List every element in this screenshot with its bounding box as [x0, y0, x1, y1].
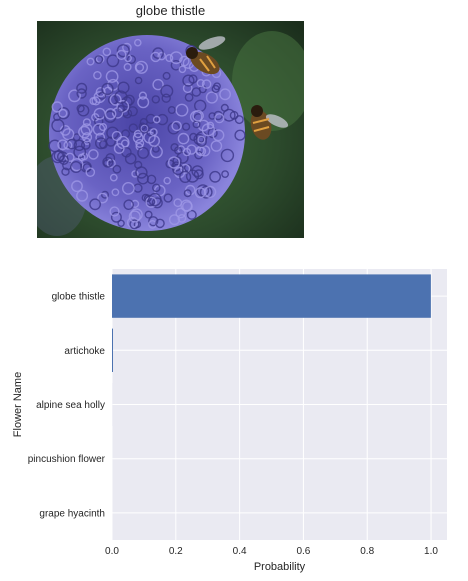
y-tick-label: artichoke	[64, 346, 105, 357]
y-tick-label: pincushion flower	[28, 454, 106, 465]
x-tick-label: 1.0	[424, 546, 438, 557]
x-tick-label: 0.0	[105, 546, 119, 557]
y-tick-label: globe thistle	[52, 292, 106, 303]
y-axis-label: Flower Name	[12, 372, 24, 437]
bar-globe-thistle	[112, 274, 431, 318]
x-tick-label: 0.2	[169, 546, 183, 557]
image-title: globe thistle	[135, 3, 206, 18]
x-tick-label: 0.6	[296, 546, 310, 557]
bee-top-icon	[186, 36, 226, 75]
bee-right-icon	[250, 105, 289, 140]
y-tick-labels: globe thistle artichoke alpine sea holly pi…	[28, 292, 106, 520]
x-tick-labels: 0.0 0.2 0.4 0.6 0.8 1.0	[105, 546, 438, 557]
flower-photo	[37, 21, 304, 238]
y-tick-label: alpine sea holly	[36, 400, 105, 411]
x-tick-label: 0.8	[360, 546, 374, 557]
bar-artichoke	[112, 328, 113, 372]
x-axis-label: Probability	[254, 561, 306, 573]
x-tick-label: 0.4	[233, 546, 247, 557]
y-tick-label: grape hyacinth	[39, 508, 105, 519]
flower-florets	[48, 38, 246, 230]
bars	[112, 274, 431, 481]
